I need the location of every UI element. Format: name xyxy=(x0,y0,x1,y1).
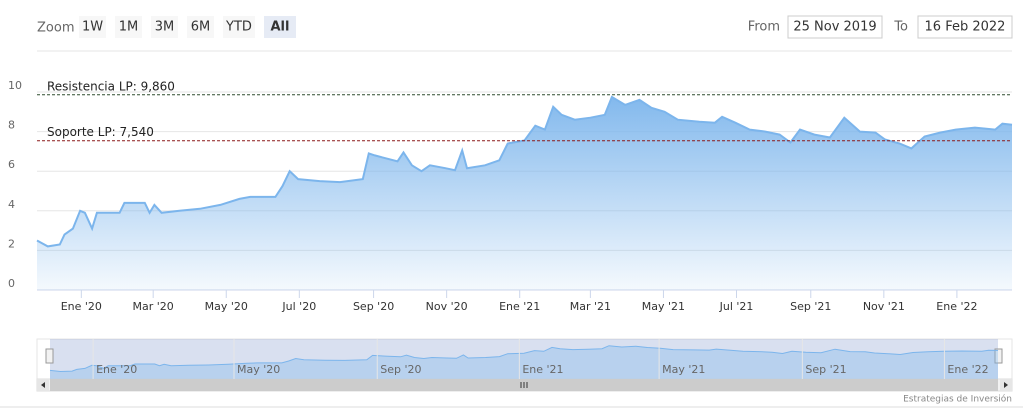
range-button[interactable] xyxy=(187,16,214,38)
navigator[interactable] xyxy=(36,338,1013,380)
range-button-label[interactable]: YTD xyxy=(225,20,252,35)
zoom-label: Zoom xyxy=(37,21,74,36)
navigator-label: Sep '21 xyxy=(805,363,846,376)
range-button[interactable] xyxy=(79,16,106,38)
from-input[interactable] xyxy=(787,15,883,39)
navigator-handle[interactable] xyxy=(994,348,1003,364)
range-button-label[interactable]: 3M xyxy=(155,20,175,35)
range-button[interactable] xyxy=(151,16,178,38)
x-tick-label: Sep '20 xyxy=(353,300,394,313)
range-button-label[interactable]: 1W xyxy=(82,20,103,35)
x-tick-label: Sep '21 xyxy=(790,300,831,313)
x-tick-label: Jul '21 xyxy=(719,300,754,313)
y-tick-label: 6 xyxy=(8,158,15,171)
range-button[interactable] xyxy=(115,16,142,38)
navigator-label: May '21 xyxy=(662,363,705,376)
navigator-line xyxy=(49,345,999,373)
line xyxy=(36,95,1013,248)
y-tick-label: 2 xyxy=(8,237,15,250)
x-tick-label: Jul '20 xyxy=(281,300,316,313)
range-button-label[interactable]: All xyxy=(271,20,290,35)
navigator-label: Ene '20 xyxy=(96,363,137,376)
navigator-mask[interactable] xyxy=(50,339,998,379)
arrow xyxy=(1004,382,1008,388)
range-button-label[interactable]: 1M xyxy=(119,20,139,35)
x-tick-label: Ene '21 xyxy=(499,300,540,313)
from-value[interactable]: 25 Nov 2019 xyxy=(793,20,876,35)
navigator-handle[interactable] xyxy=(45,348,54,364)
x-tick-label: Ene '20 xyxy=(61,300,102,313)
navigator-area xyxy=(50,345,998,379)
grip xyxy=(520,382,528,388)
navigator-label: Ene '21 xyxy=(522,363,563,376)
range-button[interactable] xyxy=(223,16,255,38)
to-input[interactable] xyxy=(917,15,1013,39)
y-tick-label: 0 xyxy=(8,277,15,290)
from-label: From xyxy=(748,20,780,35)
y-tick-label: 4 xyxy=(8,198,15,211)
y-tick-label: 10 xyxy=(8,79,22,92)
to-label: To xyxy=(893,20,908,35)
x-tick-label: Ene '22 xyxy=(936,300,977,313)
x-tick-label: Mar '20 xyxy=(133,300,174,313)
range-button-label[interactable]: 6M xyxy=(191,20,211,35)
x-tick-label: Nov '21 xyxy=(863,300,905,313)
navigator-label: Sep '20 xyxy=(380,363,421,376)
x-tick-label: Nov '20 xyxy=(426,300,468,313)
credit: Estrategias de Inversión xyxy=(903,394,1012,405)
x-tick-label: Mar '21 xyxy=(570,300,611,313)
area xyxy=(37,97,1012,290)
plot-line-label: Soporte LP: 7,540 xyxy=(47,125,154,139)
arrow xyxy=(41,382,45,388)
plot-line-label: Resistencia LP: 9,860 xyxy=(47,79,175,93)
to-value[interactable]: 16 Feb 2022 xyxy=(925,20,1006,35)
x-tick-label: May '20 xyxy=(205,300,248,313)
x-tick-label: May '21 xyxy=(642,300,685,313)
navigator-label: May '20 xyxy=(237,363,280,376)
y-tick-label: 8 xyxy=(8,119,15,132)
range-button[interactable] xyxy=(264,16,296,38)
navigator-label: Ene '22 xyxy=(947,363,988,376)
